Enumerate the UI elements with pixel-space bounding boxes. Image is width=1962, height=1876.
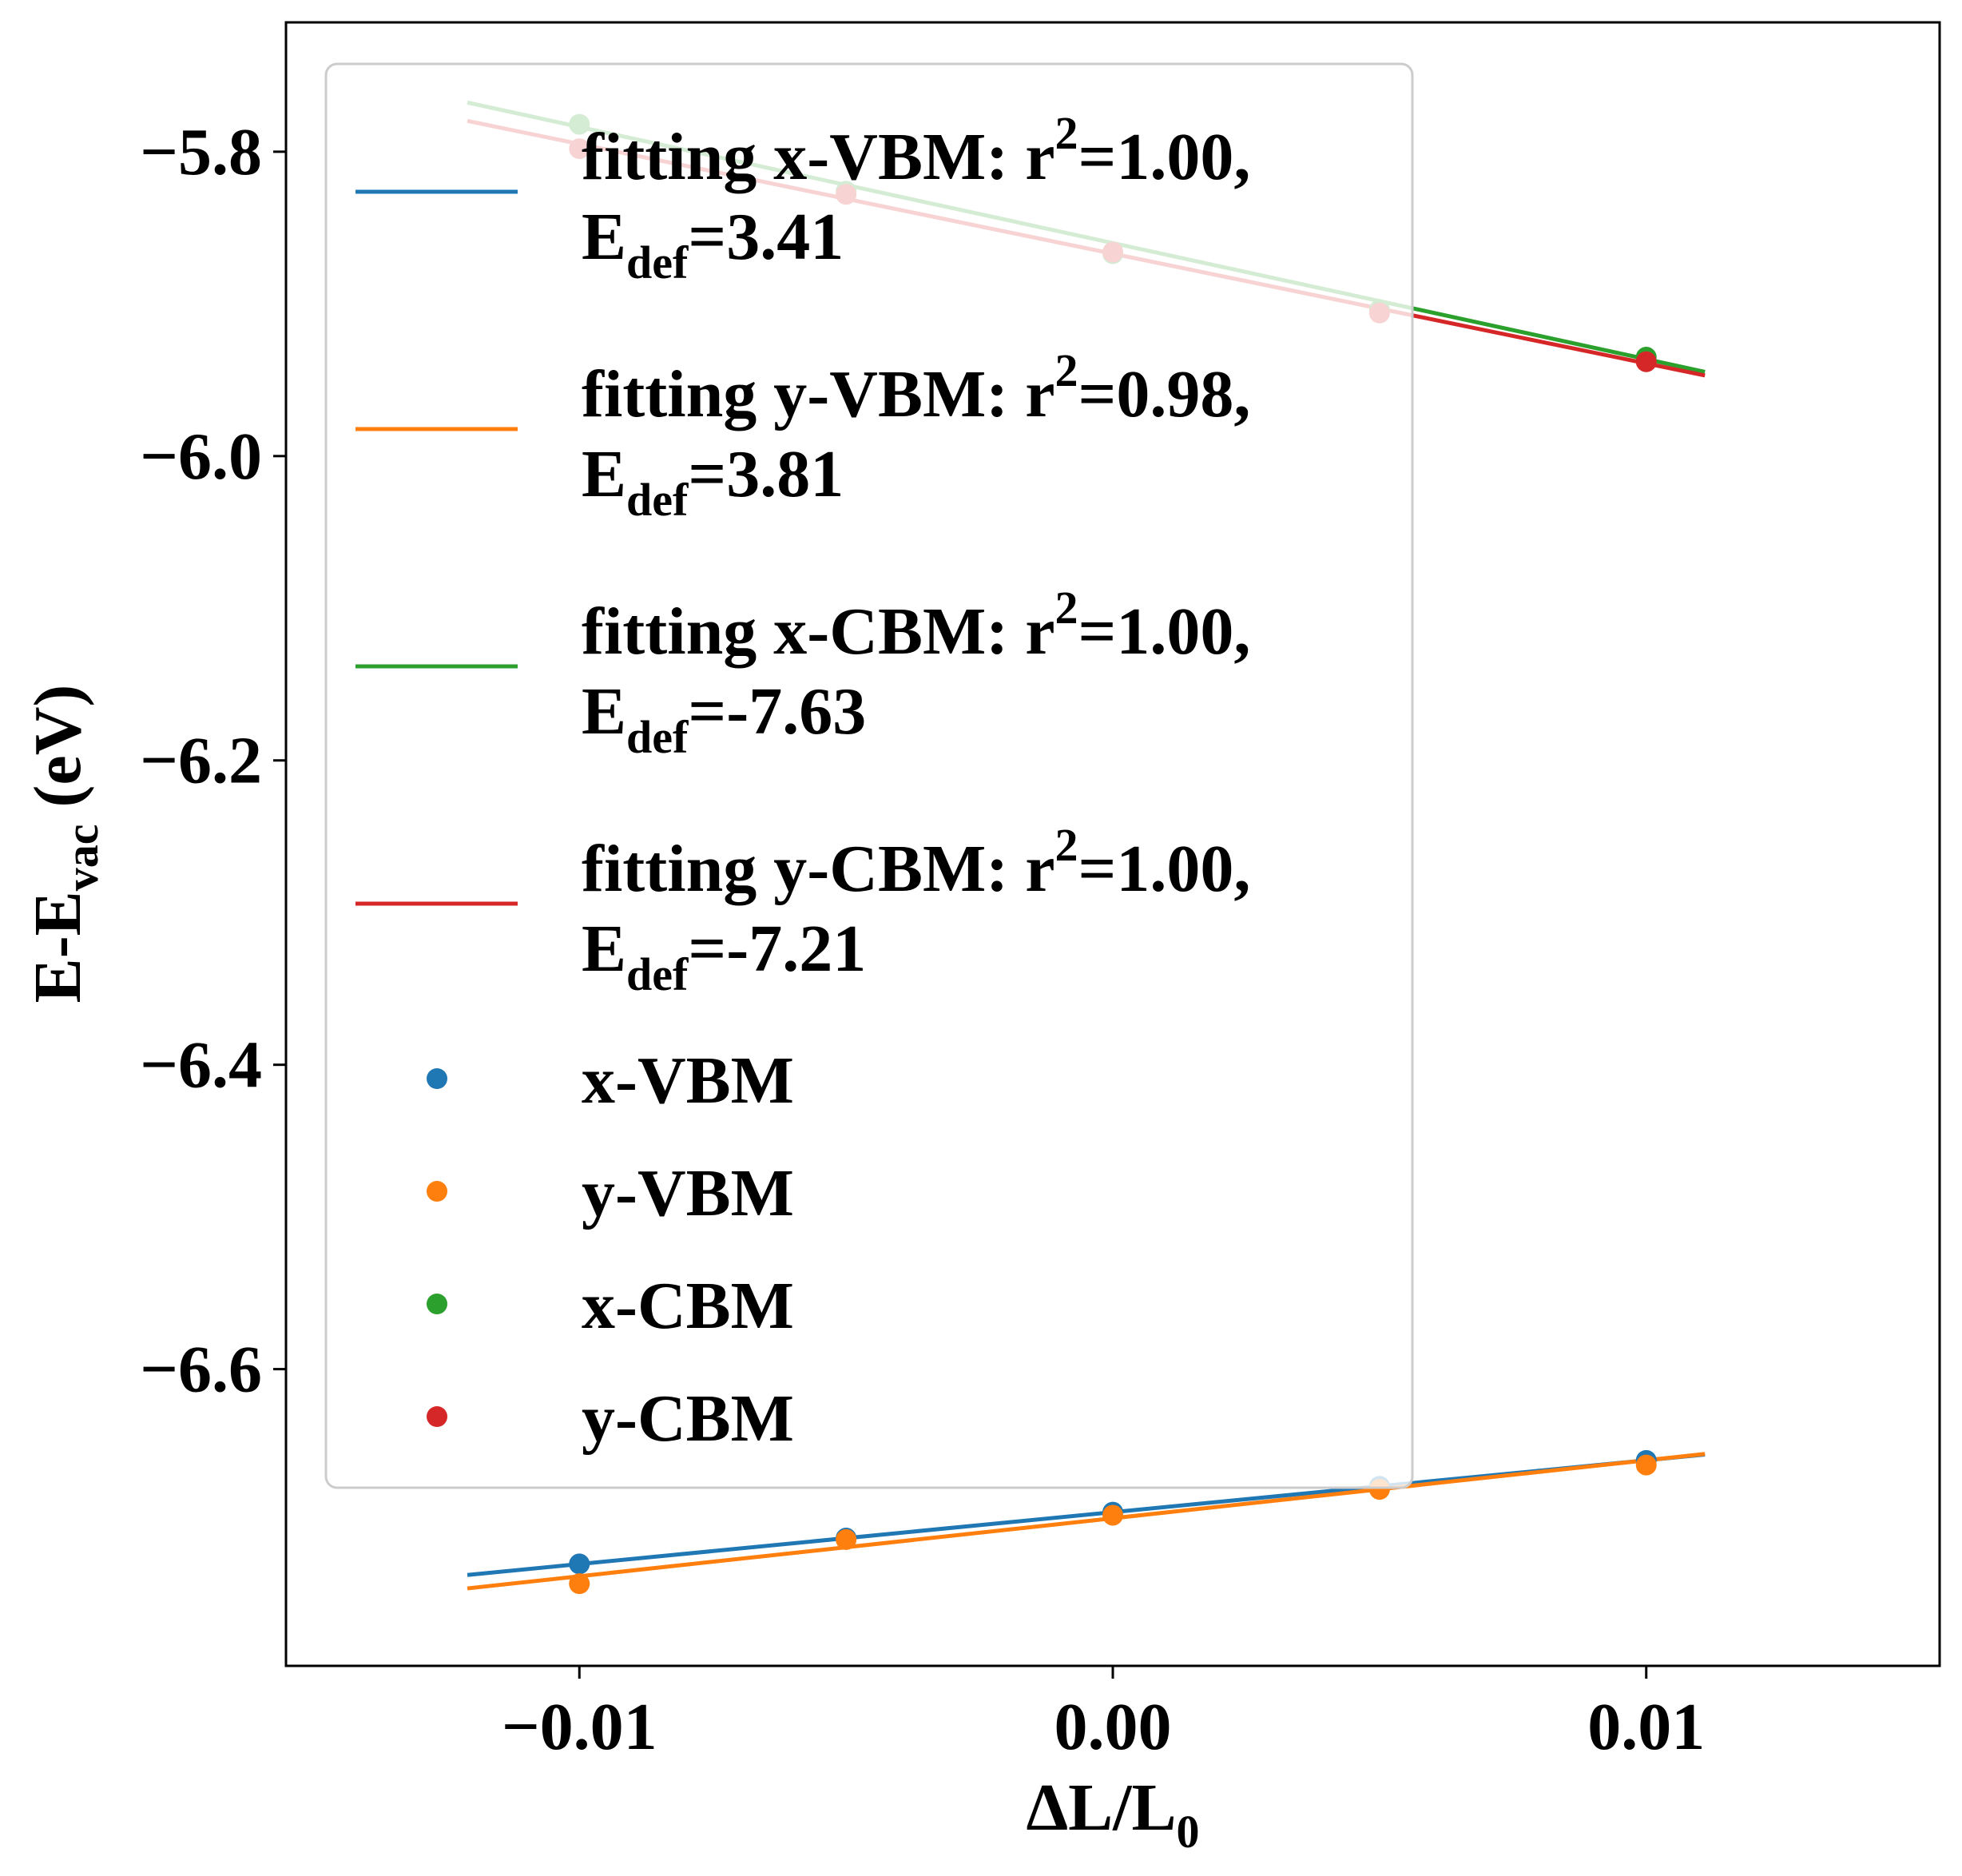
y-tick-label: −6.4 — [140, 1028, 262, 1103]
legend-fit-label: fitting x-VBM: r — [582, 120, 1055, 194]
legend-marker-y-VBM — [427, 1181, 447, 1202]
legend-edef-base: E — [582, 200, 626, 274]
legend-fit-label: fitting y-CBM: r — [582, 832, 1055, 906]
legend-fit-title-y-CBM: fitting y-CBM: r2=1.00, — [582, 819, 1250, 906]
legend-label-x-VBM: x-VBM — [582, 1043, 794, 1118]
point-y-VBM-2 — [1102, 1504, 1123, 1526]
y-axis-title-sub: vac — [56, 825, 108, 892]
legend-edef-x-VBM: Edef=3.41 — [582, 200, 844, 288]
legend-label-y-VBM: y-VBM — [582, 1156, 794, 1230]
legend-r-sup: 2 — [1055, 107, 1078, 159]
legend-r-sup: 2 — [1055, 344, 1078, 396]
x-axis-title: ΔL/L0 — [1026, 1771, 1199, 1858]
legend-r2-value: =1.00, — [1078, 594, 1251, 669]
legend-r2-value: =0.98, — [1078, 357, 1251, 431]
x-tick-label: 0.00 — [1054, 1690, 1172, 1764]
legend-r2-value: =1.00, — [1078, 832, 1251, 906]
legend-edef-value: =3.81 — [688, 437, 844, 511]
point-y-VBM-0 — [569, 1573, 590, 1595]
legend-r-sup: 2 — [1055, 582, 1078, 634]
point-y-CBM-4 — [1635, 351, 1657, 372]
y-axis-ticks: −5.8 −6.0 −6.2 −6.4 −6.6 — [140, 115, 286, 1407]
legend-fit-label: fitting y-VBM: r — [582, 357, 1055, 431]
y-tick-label: −6.0 — [140, 419, 262, 494]
point-y-VBM-4 — [1635, 1454, 1657, 1476]
legend-edef-base: E — [582, 674, 626, 749]
legend-edef-base: E — [582, 437, 626, 511]
legend-entries: fitting x-VBM: r2=1.00,Edef=3.41fitting … — [355, 107, 1250, 1456]
legend-r-sup: 2 — [1055, 819, 1078, 871]
y-axis-title: E-Evac (eV) — [21, 685, 108, 1004]
legend-fit-title-x-CBM: fitting x-CBM: r2=1.00, — [582, 582, 1250, 669]
point-y-VBM-1 — [836, 1528, 857, 1550]
legend-edef-y-VBM: Edef=3.81 — [582, 437, 844, 526]
legend-edef-value: =-7.21 — [688, 912, 866, 986]
y-tick-label: −6.6 — [140, 1333, 262, 1407]
legend-edef-value: =-7.63 — [688, 674, 866, 749]
legend-label-y-CBM: y-CBM — [582, 1381, 794, 1456]
legend-edef-x-CBM: Edef=-7.63 — [582, 674, 866, 763]
legend: fitting x-VBM: r2=1.00,Edef=3.41fitting … — [324, 62, 1414, 1489]
x-axis-title-main: ΔL/L — [1026, 1771, 1176, 1845]
x-tick-label: −0.01 — [502, 1690, 657, 1764]
legend-edef-base: E — [582, 912, 626, 986]
legend-fit-title-y-VBM: fitting y-VBM: r2=0.98, — [582, 344, 1250, 431]
fit-line-y-VBM — [467, 1452, 1706, 1591]
legend-r2-value: =1.00, — [1078, 120, 1251, 194]
legend-marker-x-VBM — [427, 1068, 447, 1089]
point-x-VBM-0 — [569, 1553, 590, 1575]
legend-fit-title-x-VBM: fitting x-VBM: r2=1.00, — [582, 107, 1250, 194]
legend-fit-label: fitting x-CBM: r — [582, 594, 1055, 669]
legend-marker-y-CBM — [427, 1406, 447, 1427]
legend-box — [324, 62, 1414, 1489]
legend-edef-sub: def — [626, 948, 689, 1000]
legend-edef-sub: def — [626, 711, 689, 763]
legend-edef-sub: def — [626, 236, 689, 288]
legend-marker-x-CBM — [427, 1294, 447, 1314]
y-tick-label: −6.2 — [140, 724, 262, 798]
legend-edef-sub: def — [626, 474, 689, 526]
legend-label-x-CBM: x-CBM — [582, 1269, 794, 1343]
legend-edef-value: =3.41 — [688, 200, 844, 274]
x-tick-label: 0.01 — [1587, 1690, 1705, 1764]
legend-edef-y-CBM: Edef=-7.21 — [582, 912, 866, 1000]
y-tick-label: −5.8 — [140, 115, 262, 189]
y-axis-title-suffix: (eV) — [21, 685, 95, 825]
x-axis-title-sub: 0 — [1177, 1806, 1200, 1858]
y-axis-title-main: E-E — [21, 891, 95, 1003]
x-axis-ticks: −0.01 0.00 0.01 — [502, 1666, 1705, 1764]
